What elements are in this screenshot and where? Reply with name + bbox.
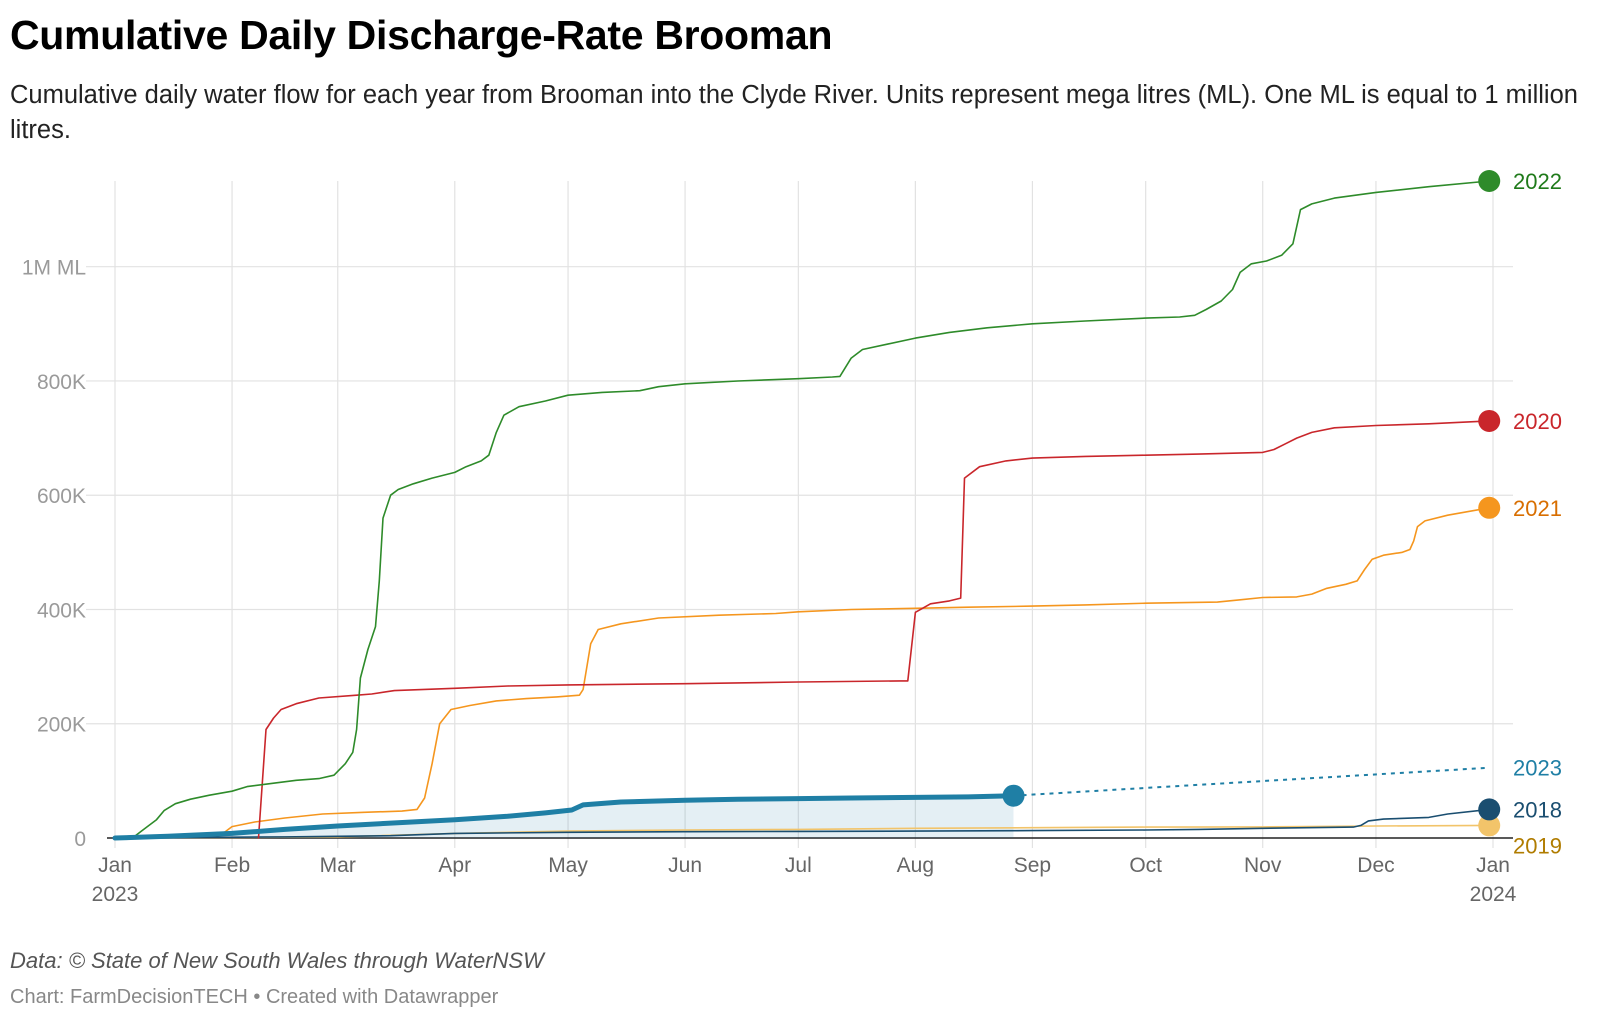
x-tick-label: Oct [1129,854,1162,877]
series-2022-label: 2022 [1513,169,1562,194]
y-tick-label: 200K [37,714,86,737]
x-tick-label: Dec [1357,854,1394,877]
x-tick-label: Apr [438,854,471,877]
series-2019-label: 2019 [1513,833,1562,858]
y-axis: 0 200K 400K 600K 800K 1M ML [22,257,86,851]
x-tick-year-label: 2023 [92,883,139,906]
y-tick-label: 1M ML [22,257,86,280]
chart-credit: Chart: FarmDecisionTECH • Created with D… [10,986,498,1009]
line-chart: 0 200K 400K 600K 800K 1M ML Jan 2023 Feb Mar Apr M… [22,169,1562,906]
x-tick-label: Jul [785,854,812,877]
x-tick-label: Jan [98,854,132,877]
series-2021-line [114,507,1490,839]
x-tick-label: Sep [1014,854,1051,877]
chart-series-labels: 2019 2018 2021 2020 2022 2023 [1513,169,1562,858]
series-2023-projection [1013,766,1490,797]
series-2018-end-dot [1478,798,1501,821]
credit-tool-link[interactable]: Created with Datawrapper [265,986,499,1008]
series-2018-line [114,808,1490,839]
x-axis: Jan 2023 Feb Mar Apr May Jun Jul Aug Sep Oct Nov Dec… [92,854,1517,906]
series-2023-end-dot [1002,784,1025,807]
x-tick-label: Nov [1244,854,1282,877]
x-tick-label: May [548,854,588,877]
chart-lines [112,180,1490,841]
series-2021-label: 2021 [1513,496,1562,521]
series-2021-end-dot [1478,496,1501,519]
x-tick-label: Jan [1476,854,1510,877]
credit-separator: • [247,986,266,1008]
data-source-note: Data: © State of New South Wales through… [10,948,544,973]
series-2023-label: 2023 [1513,756,1562,781]
y-tick-label: 0 [74,828,86,851]
chart-subtitle: Cumulative daily water flow for each yea… [10,81,1578,144]
x-tick-label: Mar [320,854,356,877]
y-tick-label: 400K [37,599,86,622]
x-tick-label: Aug [897,854,934,877]
credit-author: Chart: FarmDecisionTECH [10,986,248,1008]
series-2020-label: 2020 [1513,409,1562,434]
x-tick-label: Feb [214,854,250,877]
series-2020-end-dot [1478,409,1501,432]
series-2022-line [114,180,1490,839]
series-2019-end-dot [1478,814,1501,837]
y-tick-label: 600K [37,485,86,508]
chart-end-dots [1002,170,1501,837]
series-2023-line [112,793,1016,841]
chart-grid [86,181,1513,848]
series-2022-end-dot [1478,170,1501,192]
series-2018-label: 2018 [1513,797,1562,822]
x-tick-year-label: 2024 [1470,883,1517,906]
y-tick-label: 800K [37,371,86,394]
series-2020-line [257,420,1490,839]
x-tick-label: Jun [668,854,702,877]
chart-title: Cumulative Daily Discharge-Rate Brooman [10,12,833,58]
